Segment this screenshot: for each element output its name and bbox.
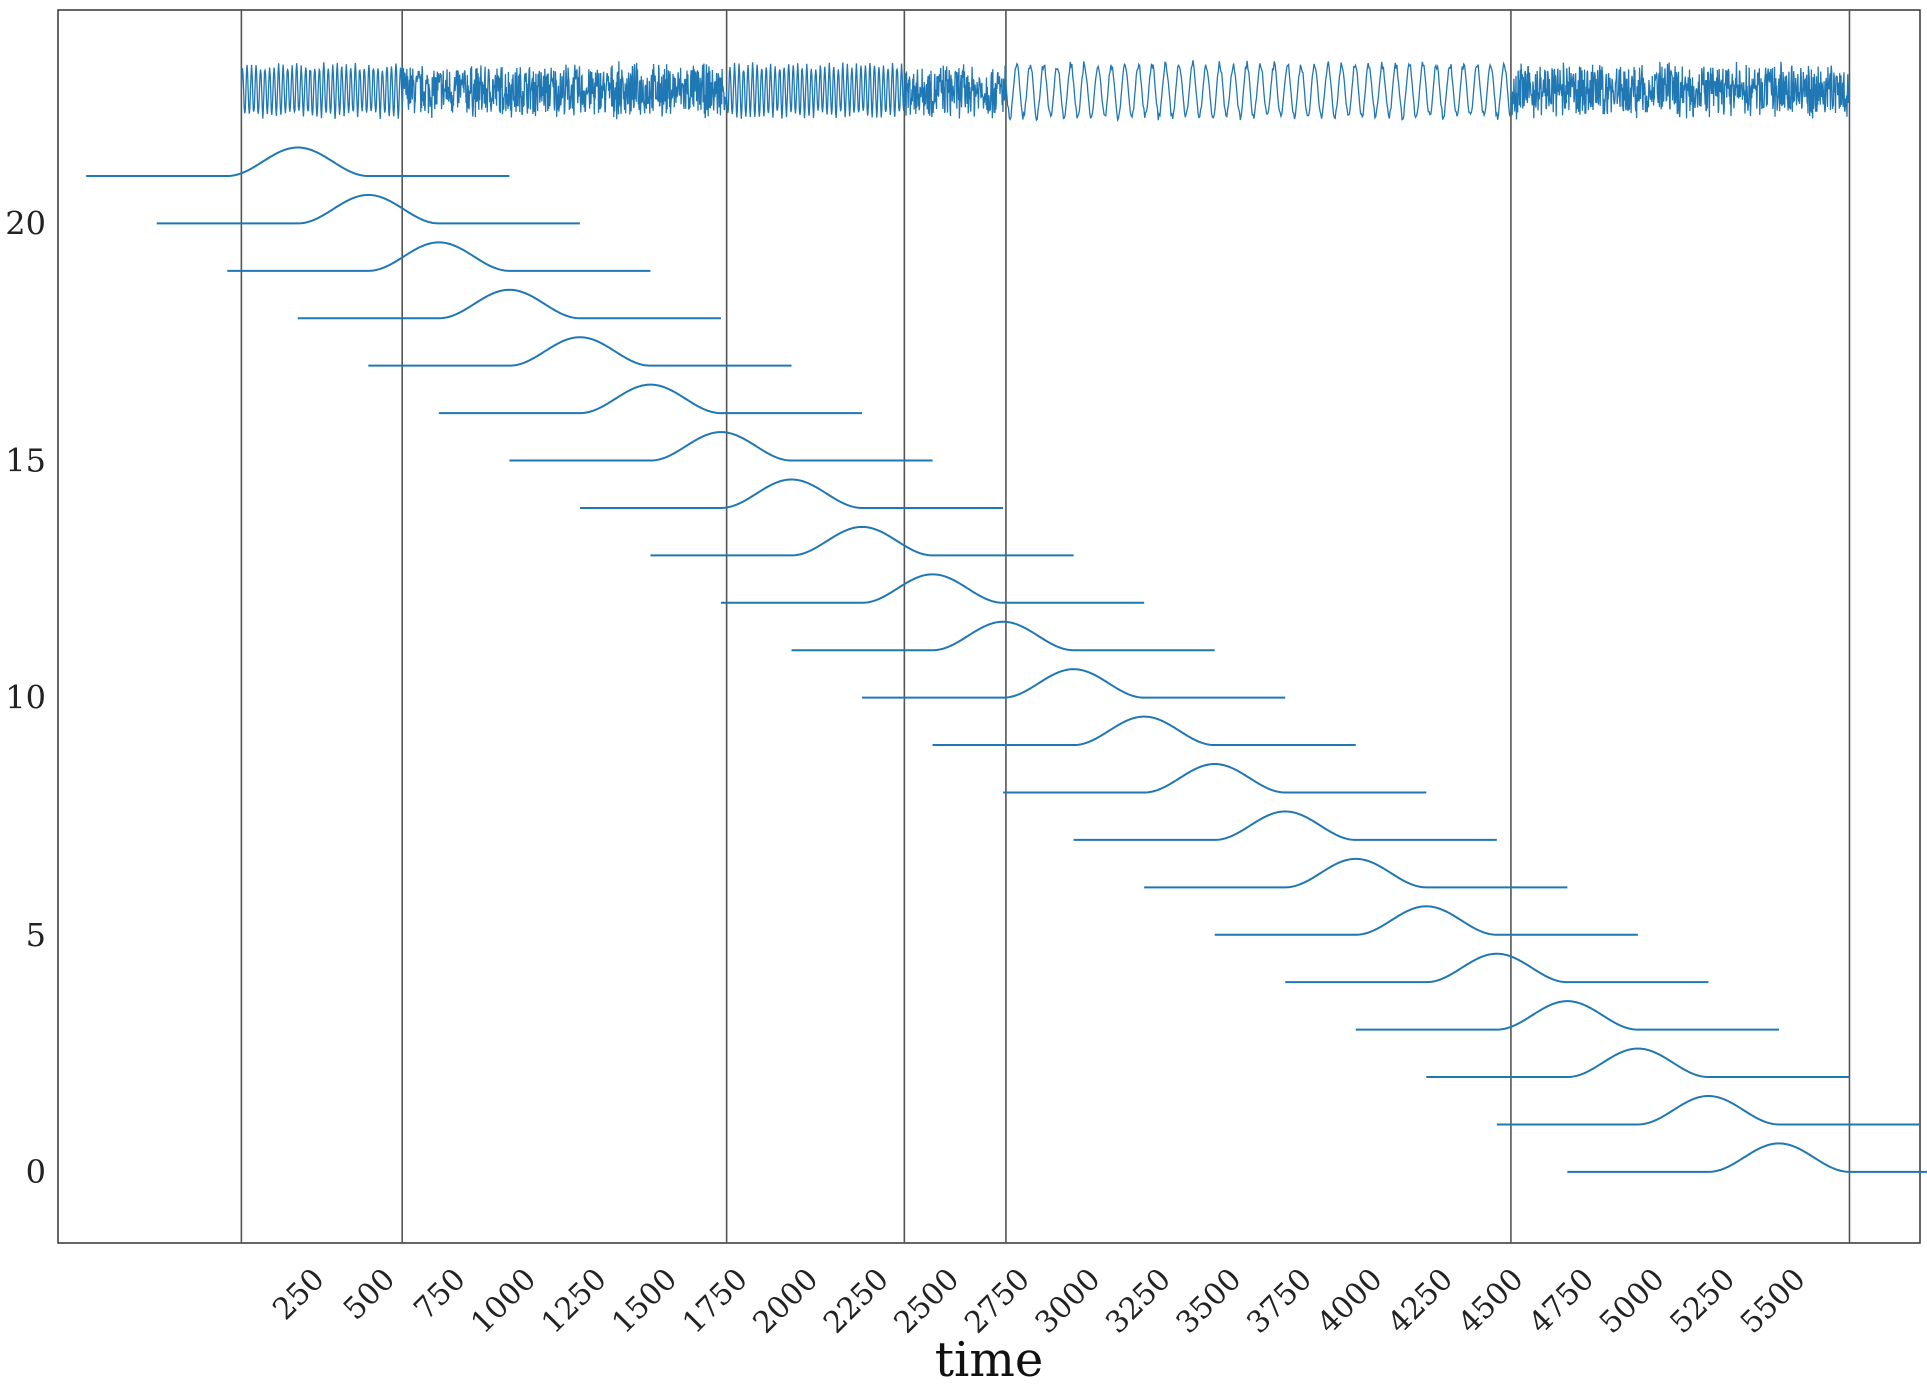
window-curve-2 [1426, 1047, 1850, 1079]
window-curve-20 [156, 193, 580, 225]
signal-segment-1 [401, 61, 727, 120]
segment-boundaries [240, 10, 1851, 1243]
window-curve-8 [1003, 763, 1427, 794]
y-tick-label: 20 [5, 204, 46, 242]
window-curve-6 [1144, 857, 1568, 889]
y-tick-label: 15 [5, 442, 46, 480]
axes-frame [57, 9, 1921, 1244]
window-curve-7 [1073, 810, 1497, 841]
window-curve-19 [227, 241, 651, 272]
signal-segment-4 [1005, 60, 1511, 123]
signal-segment-3 [903, 64, 1007, 119]
window-curve-5 [1214, 905, 1638, 936]
window-curve-0 [1567, 1142, 1927, 1173]
window-curve-14 [579, 478, 1004, 509]
window-curve-17 [368, 336, 792, 367]
signal-segment-2 [725, 62, 906, 119]
x-axis-title: time [935, 1332, 1044, 1388]
window-curve-10 [862, 668, 1286, 699]
window-curve-1 [1496, 1094, 1920, 1126]
window-curve-11 [791, 620, 1215, 652]
y-tick-label: 10 [5, 679, 46, 717]
plot-area [57, 9, 1927, 1244]
y-tick-label: 0 [26, 1153, 46, 1191]
signal-segment-0 [240, 62, 403, 120]
window-curve-12 [720, 573, 1145, 604]
signal-series [240, 60, 1851, 123]
window-curve-21 [86, 146, 510, 177]
y-tick-label: 5 [26, 916, 46, 954]
window-curve-13 [650, 525, 1074, 557]
window-curve-16 [438, 383, 863, 415]
window-curve-18 [297, 288, 721, 320]
signal-segment-5 [1510, 61, 1851, 120]
window-curve-4 [1285, 952, 1709, 984]
window-curve-15 [509, 431, 933, 462]
window-series [86, 146, 1927, 1173]
window-curve-9 [932, 715, 1356, 747]
window-curve-3 [1355, 1000, 1779, 1031]
y-axis-ticks: 0 5 10 15 20 [5, 204, 46, 1190]
